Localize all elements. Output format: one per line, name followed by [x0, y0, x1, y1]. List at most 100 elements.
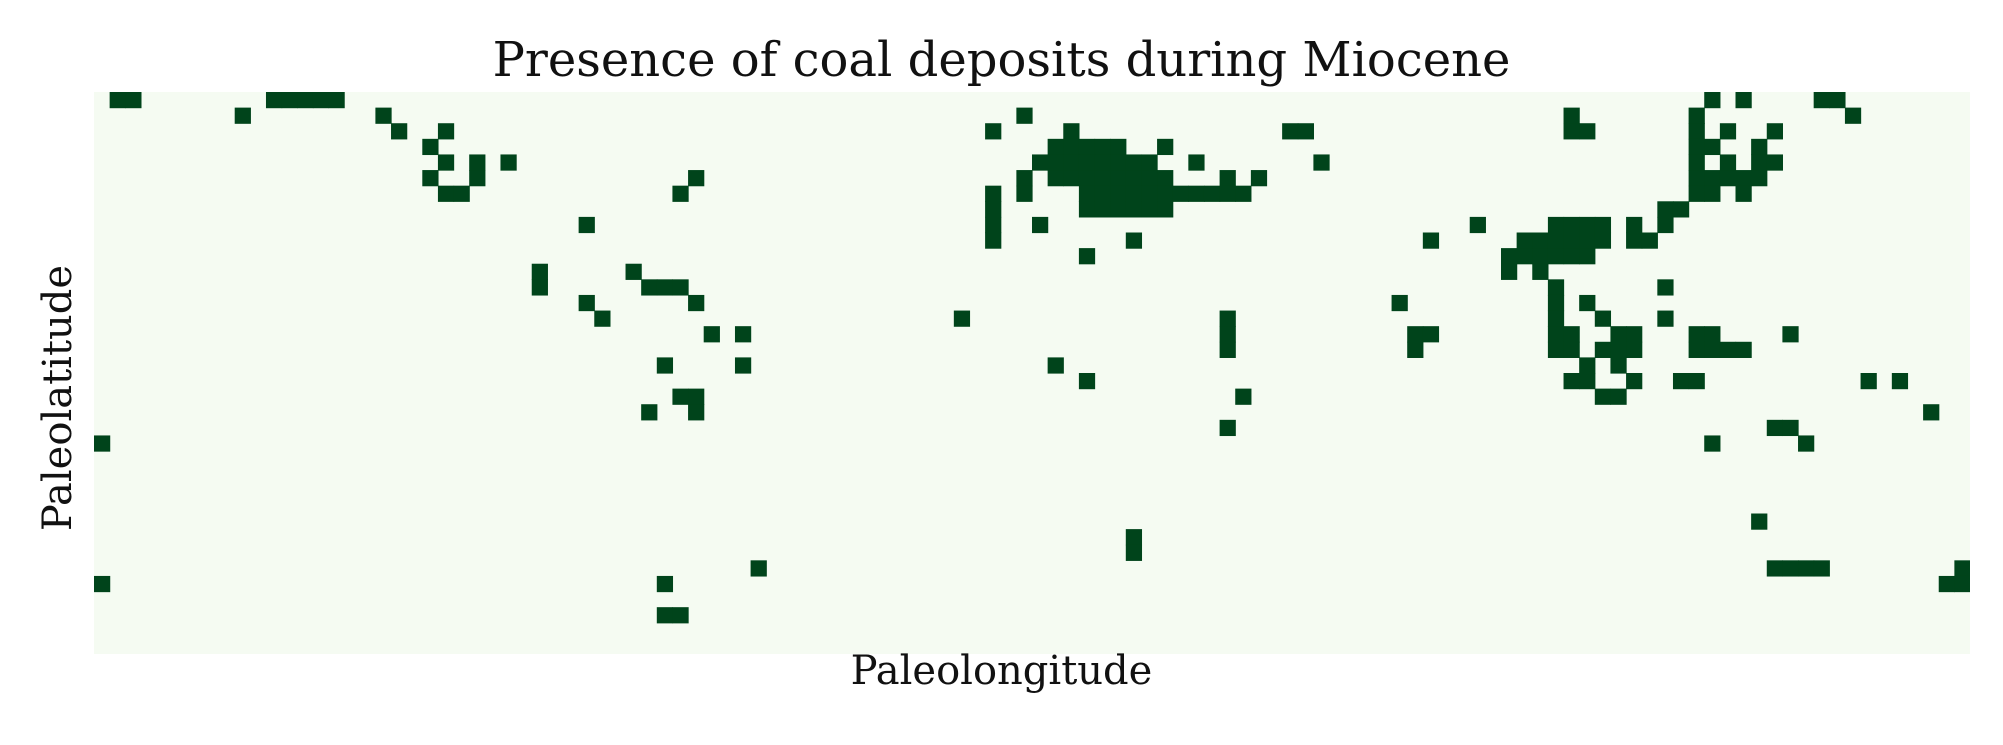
heatmap-cell — [312, 92, 330, 109]
heatmap-cell — [1235, 185, 1252, 202]
heatmap-cell — [1125, 201, 1143, 218]
heatmap-cell — [641, 404, 658, 421]
heatmap-cell — [453, 185, 470, 202]
heatmap-cell — [1501, 263, 1518, 280]
heatmap-cell — [656, 607, 674, 624]
heatmap-cell — [1579, 373, 1596, 390]
heatmap-cell — [1782, 560, 1799, 577]
heatmap-cell — [1078, 248, 1096, 265]
heatmap-cell — [1110, 138, 1127, 156]
heatmap-cell — [1125, 529, 1143, 546]
heatmap-cell — [1078, 185, 1096, 202]
heatmap-cell — [672, 607, 689, 624]
heatmap-cell — [1547, 232, 1565, 249]
heatmap-cell — [234, 107, 251, 124]
heatmap-cell — [422, 170, 439, 187]
heatmap-cell — [1094, 138, 1111, 156]
heatmap-cell — [1766, 419, 1783, 437]
heatmap-cell — [1063, 138, 1080, 156]
heatmap-cell — [1610, 388, 1627, 405]
heatmap-cell — [1125, 154, 1143, 171]
heatmap-cell — [1704, 138, 1721, 156]
heatmap-cell — [422, 138, 439, 156]
heatmap-cell — [1547, 341, 1565, 358]
heatmap-cell — [1735, 170, 1752, 187]
heatmap-cell — [1078, 373, 1096, 390]
heatmap-cell — [1563, 373, 1580, 390]
heatmap-cell — [1610, 357, 1627, 374]
heatmap-cell — [1110, 201, 1127, 218]
heatmap-cell — [94, 575, 111, 593]
heatmap-cell — [1157, 185, 1174, 202]
heatmap-cell — [1563, 248, 1580, 265]
heatmap-cell — [1657, 310, 1674, 327]
heatmap-cell — [750, 560, 767, 577]
heatmap-cell — [985, 216, 1002, 234]
heatmap-cell — [265, 92, 283, 109]
heatmap-cell — [1547, 294, 1565, 312]
x-axis-label: Paleolongitude — [850, 648, 1153, 694]
heatmap-cell — [985, 201, 1002, 218]
heatmap-cell — [1704, 185, 1721, 202]
heatmap-cell — [1125, 170, 1143, 187]
heatmap-cell — [1610, 326, 1627, 343]
heatmap-cell — [1579, 216, 1596, 234]
heatmap-cell — [1751, 138, 1768, 156]
heatmap-cell — [1657, 279, 1674, 296]
heatmap-cell — [578, 294, 595, 312]
heatmap-cell — [1688, 107, 1705, 124]
heatmap-cell — [1094, 201, 1111, 218]
heatmap-cell — [1063, 123, 1080, 140]
heatmap-cell — [1219, 341, 1236, 358]
heatmap-cell — [1954, 560, 1970, 577]
heatmap-cell — [1688, 138, 1705, 156]
heatmap-cell — [1078, 138, 1096, 156]
heatmap-cell — [1766, 123, 1783, 140]
heatmap-cell — [1610, 341, 1627, 358]
heatmap-cell — [1219, 326, 1236, 343]
heatmap-cell — [1688, 170, 1705, 187]
heatmap-cell — [1923, 404, 1940, 421]
heatmap-cell — [734, 326, 752, 343]
heatmap-cell — [1563, 216, 1580, 234]
heatmap-cell — [1829, 92, 1846, 109]
heatmap-cell — [1125, 544, 1143, 561]
heatmap-cell — [125, 92, 142, 109]
heatmap-cell — [437, 123, 455, 140]
heatmap-cell — [594, 310, 611, 327]
heatmap-cell — [953, 310, 971, 327]
heatmap-cell — [1297, 123, 1314, 140]
heatmap-cell — [1579, 123, 1596, 140]
heatmap-cell — [1235, 388, 1252, 405]
heatmap-cell — [1860, 373, 1877, 390]
heatmap-cell — [656, 357, 674, 374]
heatmap-cell — [688, 294, 705, 312]
heatmap-cell — [1141, 170, 1158, 187]
y-axis-label: Paleolatitude — [35, 264, 81, 532]
heatmap-cell — [985, 232, 1002, 249]
heatmap-cell — [734, 357, 752, 374]
heatmap-cell — [1735, 92, 1752, 109]
heatmap-cell — [1641, 232, 1658, 249]
heatmap-cell — [1016, 170, 1033, 187]
heatmap-cell — [1141, 201, 1158, 218]
heatmap-cell — [1141, 185, 1158, 202]
heatmap-cell — [1219, 170, 1236, 187]
heatmap-cell — [1688, 123, 1705, 140]
heatmap-cell — [1516, 232, 1533, 249]
heatmap-cell — [1047, 138, 1064, 156]
heatmap-cell — [1063, 170, 1080, 187]
heatmap-cell — [1735, 341, 1752, 358]
heatmap-cell — [688, 404, 705, 421]
heatmap-cell — [469, 170, 486, 187]
heatmap-cell — [1157, 170, 1174, 187]
heatmap-cell — [375, 107, 392, 124]
heatmap-cell — [1688, 341, 1705, 358]
heatmap-cell — [500, 154, 517, 171]
heatmap-cell — [437, 154, 455, 171]
heatmap-cell — [1626, 216, 1643, 234]
heatmap-cell — [1626, 373, 1643, 390]
heatmap-cell — [1798, 435, 1815, 452]
heatmap-cell — [1579, 357, 1596, 374]
heatmap-cell — [1422, 326, 1440, 343]
